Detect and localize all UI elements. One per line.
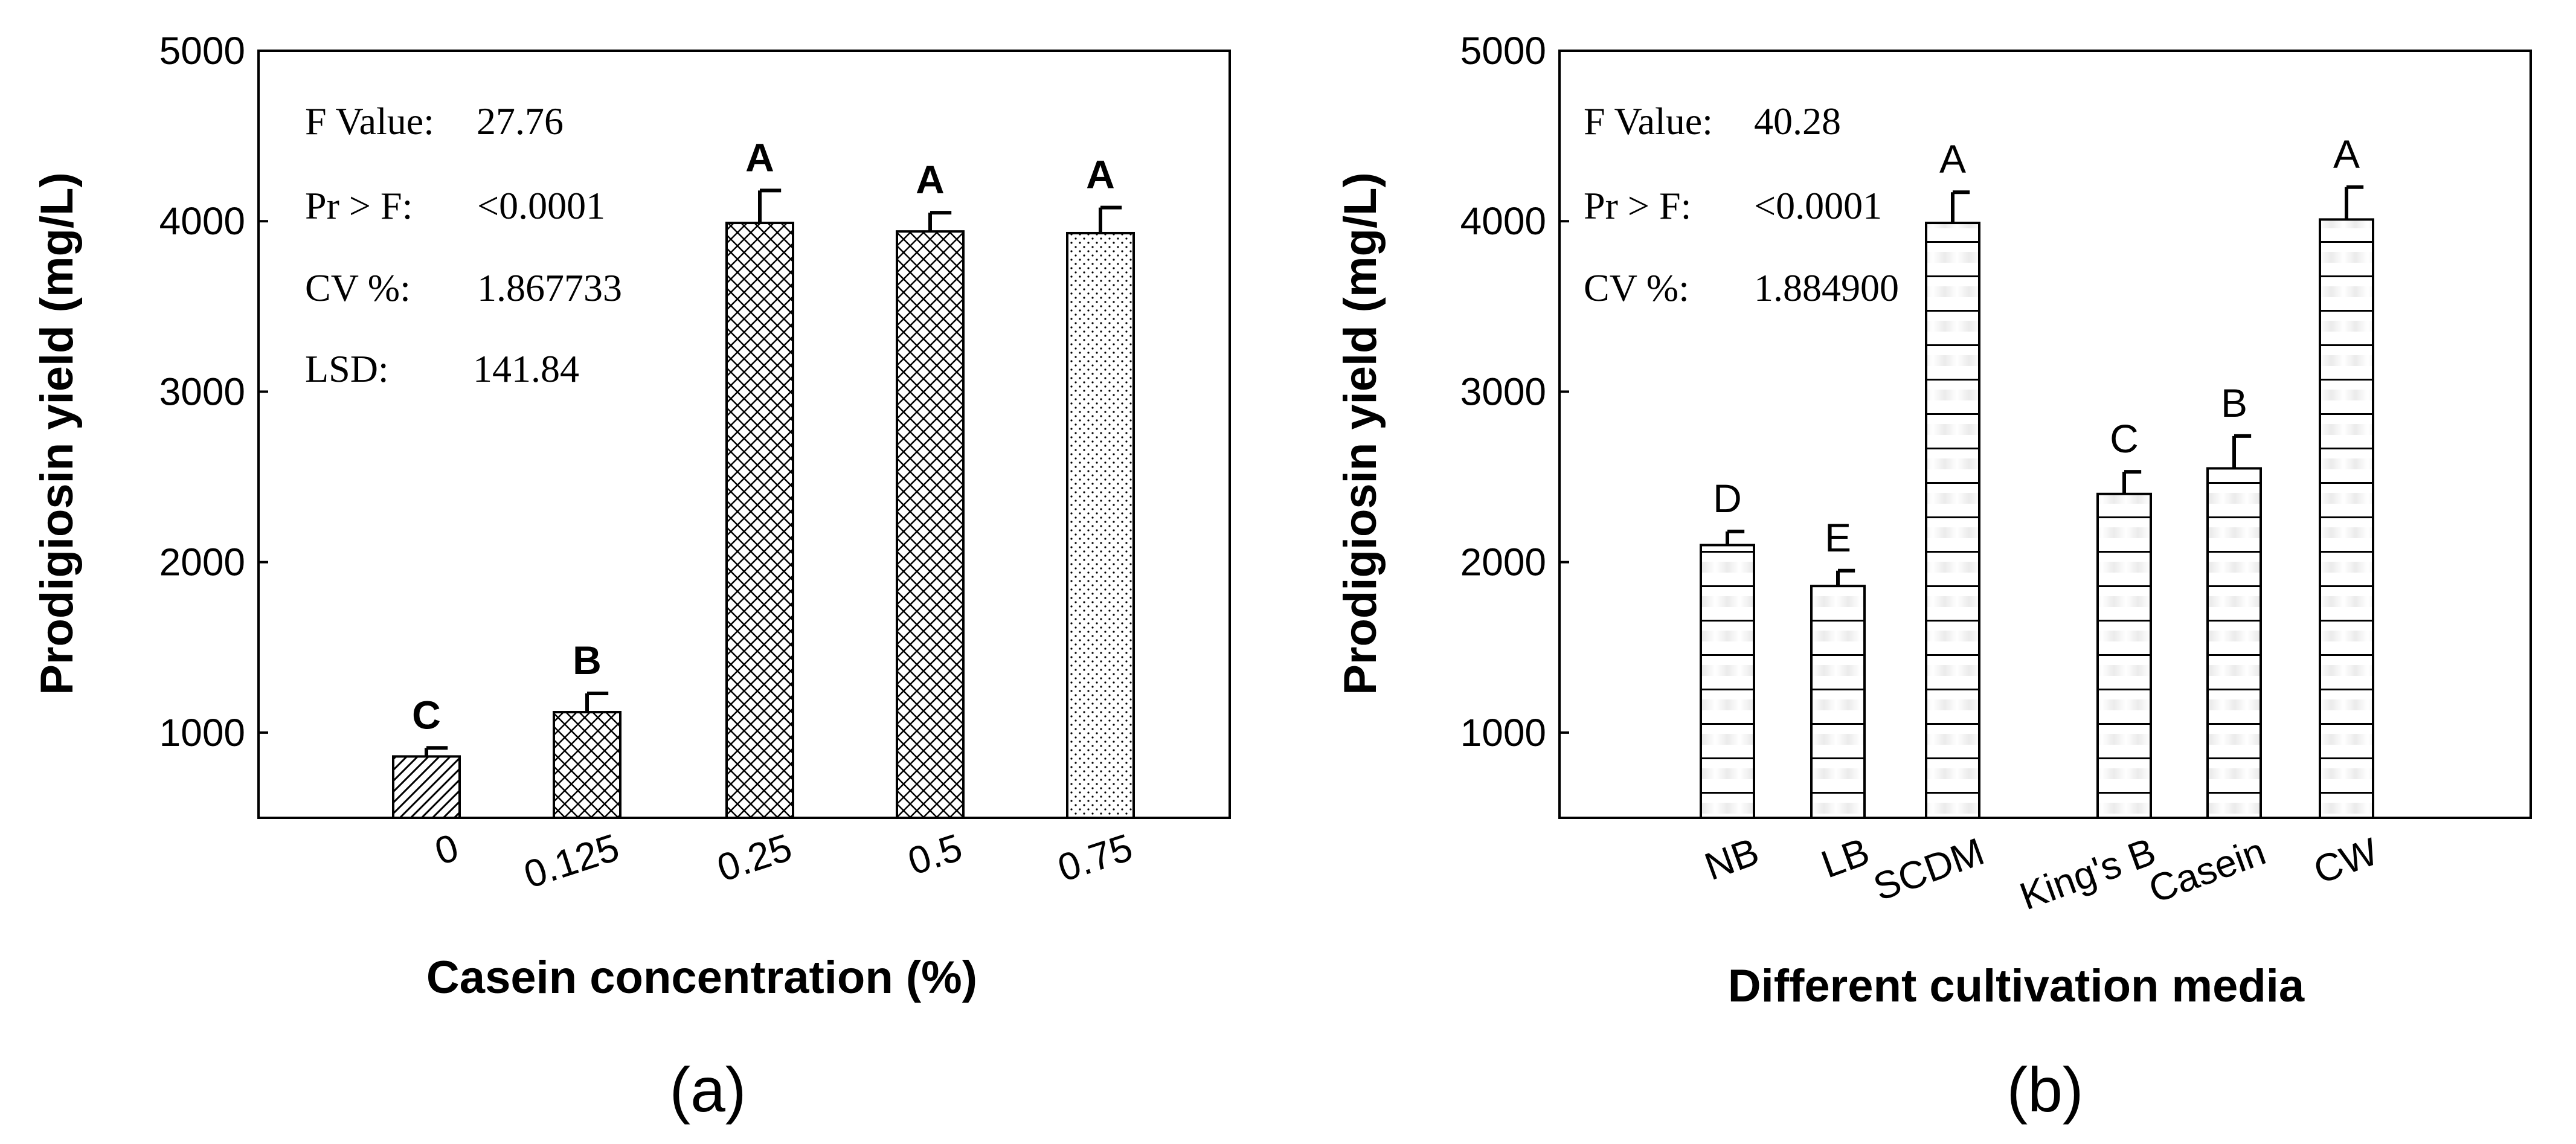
bar [392,755,461,820]
significance-label: D [1713,476,1742,521]
x-axis-title: Different cultivation media [1728,960,2305,1012]
bar-series: D E A C B A [1700,132,2374,820]
y-tick-label: 2000 [1460,541,1546,584]
significance-label: C [2110,416,2139,461]
y-tick-label: 2000 [159,541,245,584]
stat-label: F Value: [305,100,434,143]
significance-label: A [916,157,945,202]
significance-label: B [573,638,602,683]
panel-label: (a) [669,1055,746,1125]
x-tick-label: 0.75 [1053,825,1138,890]
x-tick-label: 0.25 [712,825,797,890]
stat-label: CV %: [1584,266,1689,309]
bar [2096,492,2152,819]
y-tick-label: 4000 [159,199,245,243]
significance-label: A [1939,137,1966,181]
x-axis-ticks: 0 0.125 0.25 0.5 0.75 [429,825,1137,896]
significance-label: A [2333,132,2360,176]
x-tick-label: 0 [429,825,463,873]
stat-label: F Value: [1584,100,1713,143]
x-tick-label: 0.5 [903,825,968,883]
bar [896,230,965,819]
panel-label: (b) [2006,1055,2083,1125]
stat-value: 1.884900 [1754,266,1899,309]
y-axis-ticks: 1000 2000 3000 4000 5000 [1460,29,1569,754]
significance-label: A [745,135,774,179]
stat-value: 1.867733 [477,266,622,309]
significance-label: A [1086,152,1115,197]
bar [1925,222,1980,819]
y-tick-label: 1000 [1460,711,1546,754]
chart-panel-a: 1000 2000 3000 4000 5000 C B A A A 0 0.125 0.25 0.5… [31,29,1231,1125]
bar [1810,585,1866,820]
stat-label: Pr > F: [305,184,413,227]
stat-value: <0.0001 [1754,184,1882,227]
stat-value: <0.0001 [477,184,605,227]
y-tick-label: 5000 [159,29,245,72]
stat-label: LSD: [305,347,389,390]
bar [2206,467,2262,819]
y-axis-title: Prodigiosin yield (mg/L) [31,172,83,695]
y-tick-label: 3000 [1460,370,1546,413]
stat-label: Pr > F: [1584,184,1691,227]
significance-label: E [1825,515,1851,560]
x-axis-title: Casein concentration (%) [426,952,977,1003]
y-tick-label: 5000 [1460,29,1546,72]
x-tick-label: Casein [2143,829,2271,911]
stat-label: CV %: [305,266,411,309]
stat-value: 27.76 [477,100,564,143]
bar [1700,544,1755,819]
bar [1066,231,1135,819]
x-tick-label: SCDM [1868,829,1990,909]
x-tick-label: NB [1699,829,1764,889]
bar [553,711,622,819]
plot-frame [1558,50,2532,819]
bar [725,222,794,819]
x-tick-label: 0.125 [519,825,625,896]
significance-label: B [2221,381,2247,425]
y-tick-label: 3000 [159,370,245,413]
stat-value: 40.28 [1754,100,1841,143]
y-tick-label: 1000 [159,711,245,754]
significance-label: C [412,692,441,737]
y-tick-label: 4000 [1460,199,1546,243]
x-tick-label: LB [1816,829,1875,886]
y-axis-title: Prodigiosin yield (mg/L) [1335,172,1386,695]
x-tick-label: King's B [2014,829,2161,918]
stat-value: 141.84 [473,347,579,390]
bar-series: C B A A A [392,135,1135,820]
x-tick-label: CW [2308,829,2383,892]
bar [2319,218,2374,819]
y-axis-ticks: 1000 2000 3000 4000 5000 [159,29,268,754]
